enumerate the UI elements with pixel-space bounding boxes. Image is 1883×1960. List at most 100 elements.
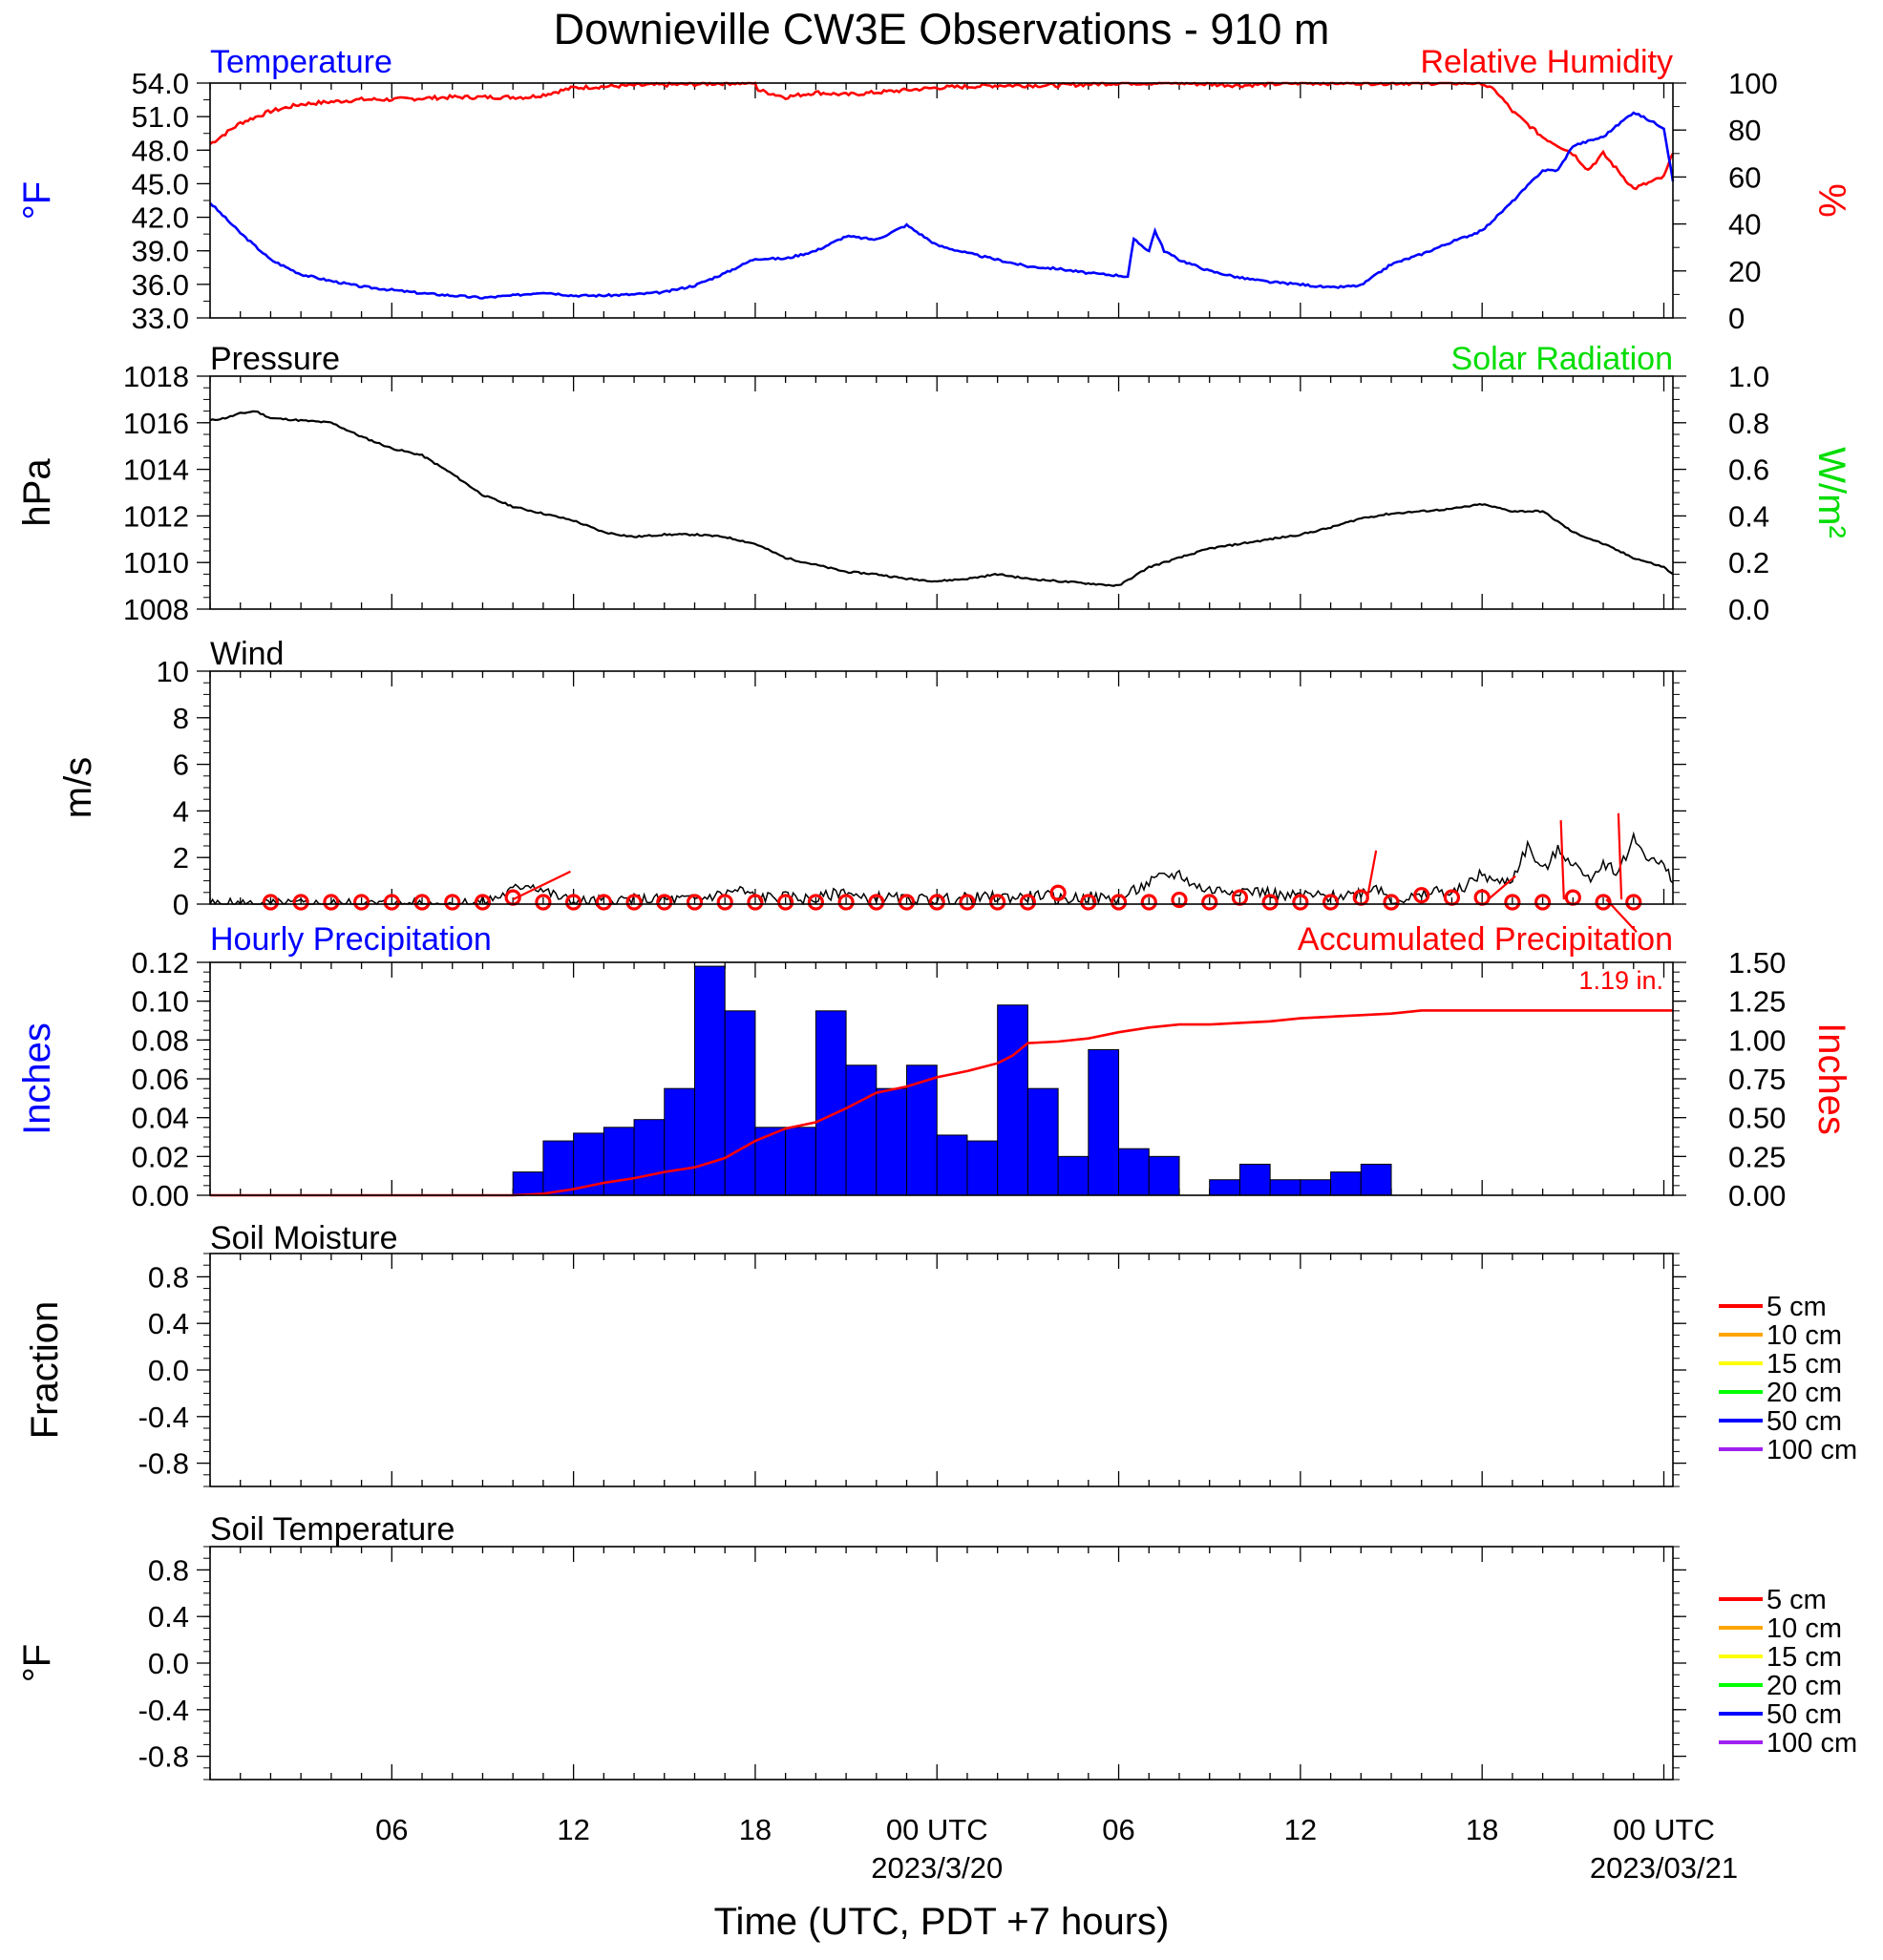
solar-y2tick-label: 0.2 (1728, 546, 1769, 580)
x-tick-label: 00 UTC (886, 1813, 988, 1846)
soil-moisture-axes: 0.8 0.4 0.0 -0.4 -0.8 (138, 1253, 1686, 1487)
temperature-ytick-label: 39.0 (132, 235, 189, 268)
soil-moisture-legend-label: 15 cm (1767, 1349, 1842, 1380)
wind-barb (1365, 850, 1378, 900)
wind-hourly-circle (898, 894, 916, 911)
wind-hourly-circle (413, 894, 431, 911)
temperature-ytick-label: 42.0 (132, 201, 189, 235)
soil-temperature-legend-label: 5 cm (1767, 1585, 1827, 1615)
wind-hourly-circle (928, 894, 945, 911)
precip-bar (754, 1127, 787, 1196)
precip-bar (542, 1140, 575, 1196)
wind-hourly-circle (1625, 894, 1642, 911)
soil-temperature-title: Soil Temperature (210, 1511, 455, 1548)
wind-hourly-circle (959, 894, 976, 911)
solar-y2tick-label: 1.0 (1728, 360, 1769, 393)
precip-left-unit: Inches (16, 1022, 58, 1135)
humidity-y2tick-label: 60 (1728, 160, 1761, 194)
wind-speed-line (209, 831, 1674, 907)
soil-temperature-ytick-label: -0.8 (138, 1740, 189, 1774)
soil-moisture-panel: Soil Moisture 0.8 0.4 0.0 -0.4 -0.8 Fraction… (24, 1220, 1857, 1487)
x-tick-label: 18 (739, 1813, 772, 1846)
wind-hourly-circle (1171, 891, 1188, 909)
precip-bar (1269, 1179, 1301, 1196)
precipitation-panel: Hourly Precipitation Accumulated Precipi… (16, 921, 1852, 1212)
temperature-humidity-series (209, 81, 1675, 300)
precip-bar (1026, 1087, 1059, 1196)
soil-moisture-ytick-label: -0.4 (138, 1401, 189, 1434)
solar-title: Solar Radiation (1451, 341, 1673, 377)
precip-bar (1330, 1171, 1362, 1196)
wind-ytick-label: 10 (157, 655, 189, 688)
precipitation-series (210, 965, 1673, 1197)
humidity-y2tick-label: 20 (1728, 255, 1761, 288)
pressure-line (209, 410, 1674, 587)
wind-barb (1559, 820, 1565, 900)
wind-hourly-circle (535, 894, 552, 911)
pressure-unit: hPa (16, 458, 58, 527)
precip-ytick-label: 0.04 (132, 1102, 189, 1135)
humidity-y2tick-label: 80 (1728, 114, 1761, 147)
wind-hourly-circle (595, 894, 612, 911)
wind-barb (1487, 875, 1516, 900)
x-axis-tick-labels: 06 12 18 00 UTC 2023/3/20 06 12 18 00 UTC 2023/03… (375, 1813, 1738, 1885)
precip-bar (997, 1004, 1028, 1196)
precip-bar (845, 1064, 878, 1196)
accum-y2tick-label: 0.50 (1728, 1102, 1786, 1135)
soil-moisture-unit: Fraction (24, 1301, 66, 1440)
soil-temperature-legend-label: 50 cm (1767, 1699, 1842, 1730)
x-tick-date-label: 2023/03/21 (1590, 1851, 1738, 1885)
precip-bar (633, 1119, 666, 1196)
wind-hourly-circle (262, 894, 280, 911)
temperature-ytick-label: 36.0 (132, 268, 189, 302)
soil-temperature-ytick-label: -0.4 (138, 1694, 189, 1727)
x-tick-label: 06 (1102, 1813, 1134, 1846)
soil-moisture-legend-label: 20 cm (1767, 1378, 1842, 1408)
figure-title: Downieville CW3E Observations - 910 m (554, 5, 1330, 53)
accum-total-label: 1.19 in. (1578, 966, 1663, 995)
accum-y2tick-label: 0.75 (1728, 1063, 1786, 1096)
x-axis-label: Time (UTC, PDT +7 hours) (714, 1901, 1170, 1943)
precip-bar (1360, 1163, 1392, 1196)
wind-hourly-circle (565, 894, 582, 911)
accum-y2tick-label: 0.25 (1728, 1140, 1786, 1173)
precip-bar (1209, 1179, 1240, 1196)
wind-hourly-circle (1201, 894, 1218, 911)
accum-precip-title: Accumulated Precipitation (1298, 921, 1673, 958)
precipitation-axes: 0.12 0.10 0.08 0.06 0.04 0.02 0.00 1.50 1.25 1.00… (132, 946, 1787, 1212)
soil-moisture-legend-label: 50 cm (1767, 1406, 1842, 1437)
wind-barb (512, 870, 571, 901)
soil-temperature-unit: °F (16, 1644, 58, 1682)
wind-hourly-circle (777, 894, 794, 911)
wind-hourly-circle (807, 894, 824, 911)
precip-bar (966, 1140, 999, 1196)
precip-ytick-label: 0.08 (132, 1023, 189, 1057)
wind-hourly-circle (292, 894, 309, 911)
wind-hourly-circle (1383, 894, 1400, 911)
soil-moisture-frame (209, 1253, 1674, 1487)
wind-ytick-label: 6 (173, 748, 189, 782)
accum-y2tick-label: 1.00 (1728, 1023, 1786, 1057)
soil-moisture-legend-label: 5 cm (1767, 1292, 1827, 1322)
wind-frame (209, 670, 1674, 905)
wind-ytick-label: 2 (173, 841, 189, 875)
wind-hourly-circle (747, 894, 764, 911)
precip-bar (1148, 1155, 1180, 1196)
wind-series (209, 812, 1674, 934)
temperature-frame (209, 82, 1674, 319)
wind-hourly-circle (1292, 894, 1309, 911)
pressure-ytick-label: 1018 (123, 360, 189, 393)
soil-moisture-legend-label: 100 cm (1767, 1435, 1857, 1465)
wind-hourly-circle (444, 894, 461, 911)
wind-hourly-circle (868, 894, 885, 911)
soil-temperature-frame (209, 1546, 1674, 1781)
precip-bar (876, 1087, 908, 1196)
wind-hourly-circle (1322, 894, 1340, 911)
wind-hourly-circle (474, 894, 492, 911)
soil-temperature-axes: 0.8 0.4 0.0 -0.4 -0.8 (138, 1546, 1686, 1781)
precip-bar (1057, 1155, 1090, 1196)
soil-temperature-legend-label: 100 cm (1767, 1728, 1857, 1759)
temperature-ytick-label: 54.0 (132, 67, 189, 100)
